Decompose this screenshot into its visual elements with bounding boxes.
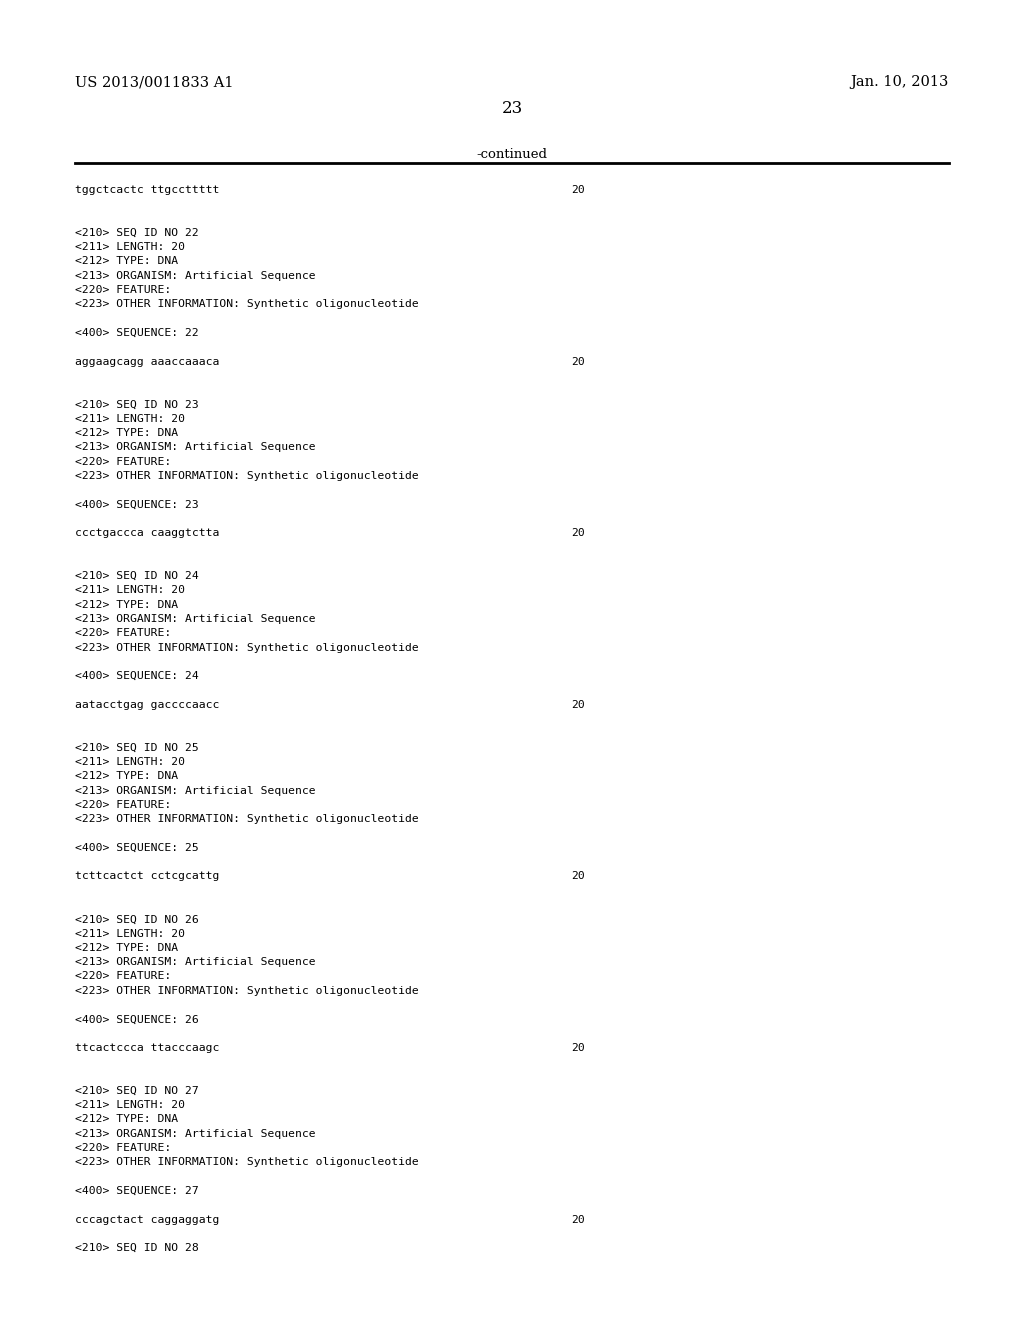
Text: <211> LENGTH: 20: <211> LENGTH: 20 [75, 242, 185, 252]
Text: <210> SEQ ID NO 27: <210> SEQ ID NO 27 [75, 1086, 199, 1096]
Text: -continued: -continued [476, 148, 548, 161]
Text: ttcactccca ttacccaagc: ttcactccca ttacccaagc [75, 1043, 219, 1053]
Text: 20: 20 [571, 528, 585, 539]
Text: <220> FEATURE:: <220> FEATURE: [75, 285, 171, 296]
Text: Jan. 10, 2013: Jan. 10, 2013 [851, 75, 949, 88]
Text: <210> SEQ ID NO 25: <210> SEQ ID NO 25 [75, 743, 199, 752]
Text: <212> TYPE: DNA: <212> TYPE: DNA [75, 1114, 178, 1125]
Text: <211> LENGTH: 20: <211> LENGTH: 20 [75, 1100, 185, 1110]
Text: <220> FEATURE:: <220> FEATURE: [75, 457, 171, 467]
Text: ccctgaccca caaggtctta: ccctgaccca caaggtctta [75, 528, 219, 539]
Text: <223> OTHER INFORMATION: Synthetic oligonucleotide: <223> OTHER INFORMATION: Synthetic oligo… [75, 986, 419, 995]
Text: aatacctgag gaccccaacc: aatacctgag gaccccaacc [75, 700, 219, 710]
Text: 20: 20 [571, 871, 585, 882]
Text: <400> SEQUENCE: 22: <400> SEQUENCE: 22 [75, 327, 199, 338]
Text: 20: 20 [571, 185, 585, 195]
Text: <400> SEQUENCE: 24: <400> SEQUENCE: 24 [75, 671, 199, 681]
Text: <211> LENGTH: 20: <211> LENGTH: 20 [75, 585, 185, 595]
Text: <400> SEQUENCE: 27: <400> SEQUENCE: 27 [75, 1185, 199, 1196]
Text: <213> ORGANISM: Artificial Sequence: <213> ORGANISM: Artificial Sequence [75, 785, 315, 796]
Text: 20: 20 [571, 700, 585, 710]
Text: <213> ORGANISM: Artificial Sequence: <213> ORGANISM: Artificial Sequence [75, 614, 315, 624]
Text: 20: 20 [571, 1214, 585, 1225]
Text: <400> SEQUENCE: 25: <400> SEQUENCE: 25 [75, 842, 199, 853]
Text: <223> OTHER INFORMATION: Synthetic oligonucleotide: <223> OTHER INFORMATION: Synthetic oligo… [75, 814, 419, 824]
Text: <210> SEQ ID NO 23: <210> SEQ ID NO 23 [75, 400, 199, 409]
Text: <213> ORGANISM: Artificial Sequence: <213> ORGANISM: Artificial Sequence [75, 442, 315, 453]
Text: tcttcactct cctcgcattg: tcttcactct cctcgcattg [75, 871, 219, 882]
Text: 23: 23 [502, 100, 522, 117]
Text: <213> ORGANISM: Artificial Sequence: <213> ORGANISM: Artificial Sequence [75, 1129, 315, 1139]
Text: <223> OTHER INFORMATION: Synthetic oligonucleotide: <223> OTHER INFORMATION: Synthetic oligo… [75, 471, 419, 480]
Text: <210> SEQ ID NO 22: <210> SEQ ID NO 22 [75, 228, 199, 238]
Text: <213> ORGANISM: Artificial Sequence: <213> ORGANISM: Artificial Sequence [75, 957, 315, 968]
Text: 20: 20 [571, 1043, 585, 1053]
Text: <212> TYPE: DNA: <212> TYPE: DNA [75, 771, 178, 781]
Text: <211> LENGTH: 20: <211> LENGTH: 20 [75, 928, 185, 939]
Text: <212> TYPE: DNA: <212> TYPE: DNA [75, 256, 178, 267]
Text: <210> SEQ ID NO 24: <210> SEQ ID NO 24 [75, 572, 199, 581]
Text: <223> OTHER INFORMATION: Synthetic oligonucleotide: <223> OTHER INFORMATION: Synthetic oligo… [75, 1158, 419, 1167]
Text: <211> LENGTH: 20: <211> LENGTH: 20 [75, 756, 185, 767]
Text: US 2013/0011833 A1: US 2013/0011833 A1 [75, 75, 233, 88]
Text: <213> ORGANISM: Artificial Sequence: <213> ORGANISM: Artificial Sequence [75, 271, 315, 281]
Text: cccagctact caggaggatg: cccagctact caggaggatg [75, 1214, 219, 1225]
Text: <220> FEATURE:: <220> FEATURE: [75, 800, 171, 810]
Text: <210> SEQ ID NO 28: <210> SEQ ID NO 28 [75, 1243, 199, 1253]
Text: <212> TYPE: DNA: <212> TYPE: DNA [75, 942, 178, 953]
Text: <212> TYPE: DNA: <212> TYPE: DNA [75, 428, 178, 438]
Text: <220> FEATURE:: <220> FEATURE: [75, 972, 171, 982]
Text: <212> TYPE: DNA: <212> TYPE: DNA [75, 599, 178, 610]
Text: tggctcactc ttgccttttt: tggctcactc ttgccttttt [75, 185, 219, 195]
Text: <211> LENGTH: 20: <211> LENGTH: 20 [75, 413, 185, 424]
Text: <220> FEATURE:: <220> FEATURE: [75, 1143, 171, 1154]
Text: <223> OTHER INFORMATION: Synthetic oligonucleotide: <223> OTHER INFORMATION: Synthetic oligo… [75, 643, 419, 652]
Text: <400> SEQUENCE: 23: <400> SEQUENCE: 23 [75, 499, 199, 510]
Text: <400> SEQUENCE: 26: <400> SEQUENCE: 26 [75, 1014, 199, 1024]
Text: <223> OTHER INFORMATION: Synthetic oligonucleotide: <223> OTHER INFORMATION: Synthetic oligo… [75, 300, 419, 309]
Text: 20: 20 [571, 356, 585, 367]
Text: aggaagcagg aaaccaaaca: aggaagcagg aaaccaaaca [75, 356, 219, 367]
Text: <210> SEQ ID NO 26: <210> SEQ ID NO 26 [75, 915, 199, 924]
Text: <220> FEATURE:: <220> FEATURE: [75, 628, 171, 639]
